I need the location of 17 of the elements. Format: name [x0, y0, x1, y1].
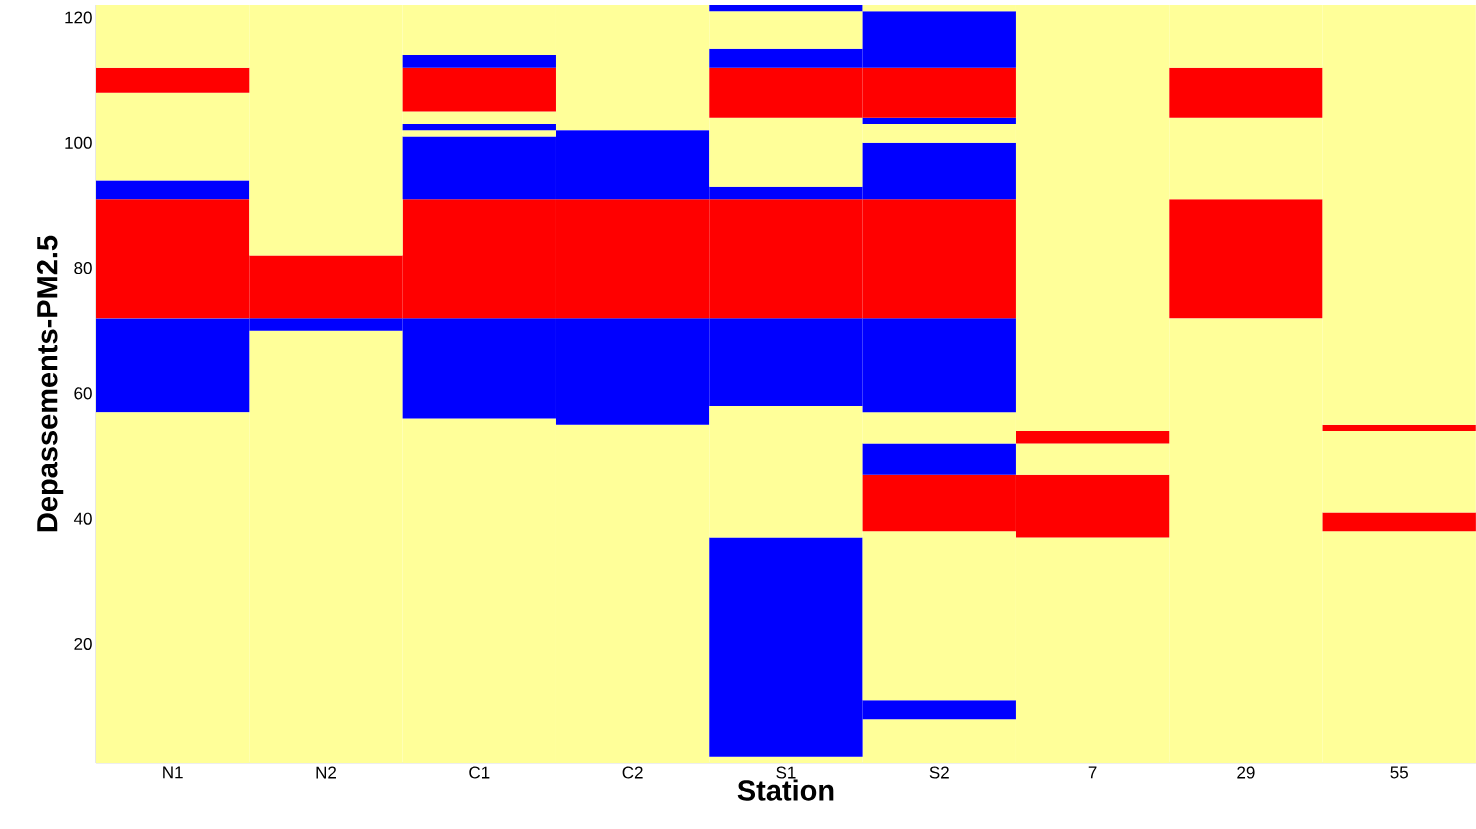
y-tick-label: 20 — [74, 637, 92, 650]
x-tick-label: N2 — [316, 766, 336, 779]
y-tick-label: 40 — [73, 512, 92, 525]
x-tick-label: S2 — [929, 766, 949, 779]
x-tick-label: C1 — [469, 766, 490, 779]
y-tick-label: 120 — [65, 11, 92, 24]
x-axis-title: Station — [737, 779, 834, 801]
y-tick-label: 60 — [74, 387, 92, 400]
y-tick-label: 80 — [74, 262, 92, 275]
y-axis-title: Depassements-PM2.5 — [36, 235, 64, 532]
y-tick-label: 100 — [65, 136, 92, 149]
x-tick-label: N1 — [163, 766, 183, 779]
x-tick-label: 55 — [1390, 766, 1408, 779]
x-tick-label: 29 — [1237, 766, 1255, 779]
x-tick-label: S1 — [776, 766, 796, 779]
x-tick-label: C2 — [622, 766, 643, 779]
x-tick-label: 7 — [1088, 766, 1097, 779]
